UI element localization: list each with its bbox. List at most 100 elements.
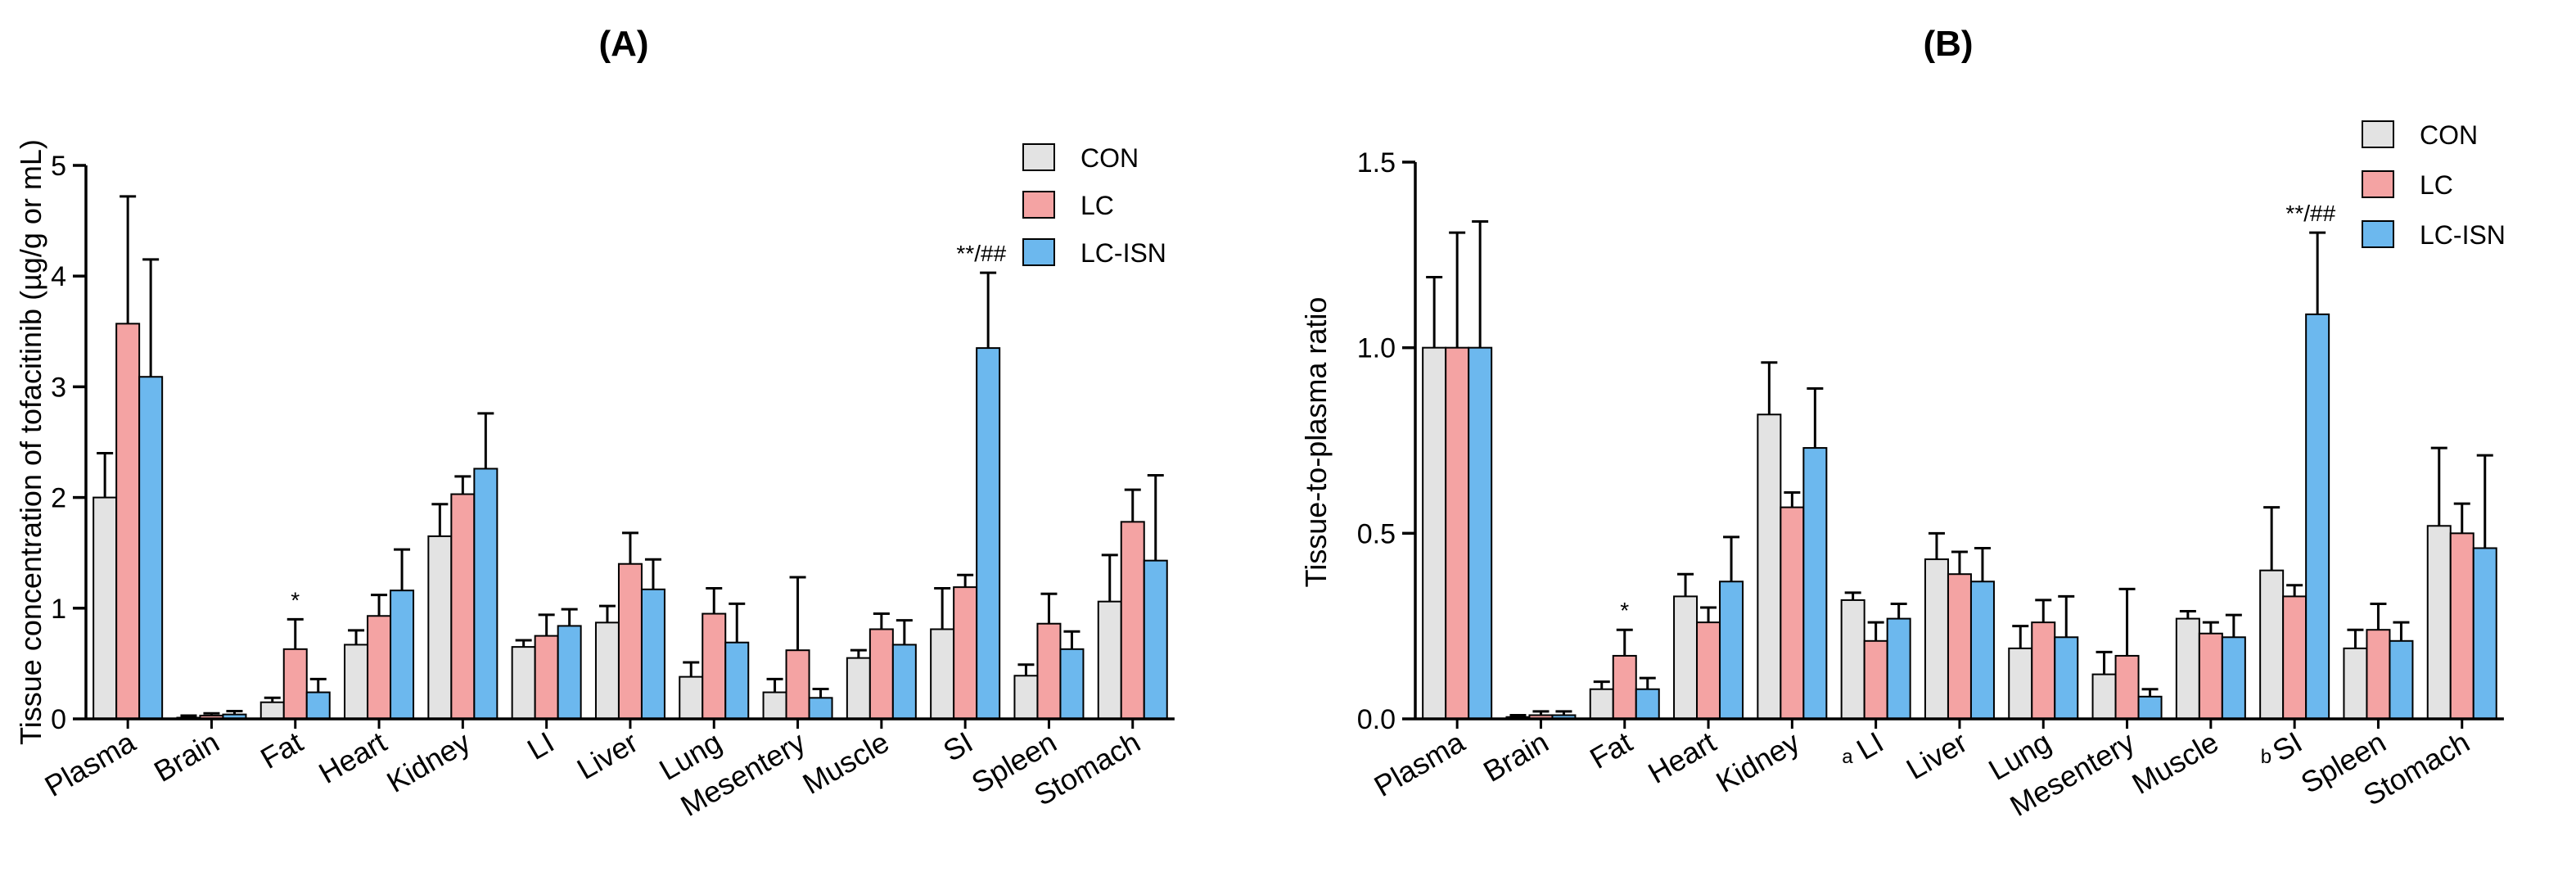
x-category-label: Kidney [381,725,476,799]
x-category-label: Heart [313,725,392,790]
x-category-label: SI [937,725,978,768]
bar [92,496,118,720]
bar [2031,621,2056,721]
y-axis-label: Tissue-to-plasma ratio [1299,297,1333,588]
bar [702,612,727,720]
bar [427,535,453,720]
bar [1757,413,1782,720]
x-category-label: Fat [255,725,309,775]
bar [1468,346,1493,720]
bar [2389,639,2414,720]
legend-label: CON [2420,120,2478,150]
y-tick-label: 0.0 [1357,704,1396,735]
bar [1036,622,1062,721]
legend-label: LC-ISN [2420,220,2506,250]
legend-swatch [1022,238,1055,266]
significance-annotation: * [291,587,300,612]
bar [259,701,285,720]
bar [282,648,308,720]
bar [2008,647,2033,720]
bar [390,590,415,721]
bar [640,588,665,720]
significance-annotation: * [1620,598,1629,623]
bar [1840,599,1865,721]
bar [344,644,369,721]
bar [1886,617,1911,720]
significance-annotation: **/## [2285,201,2335,226]
legend-label: LC [1080,191,1114,220]
legend-swatch [2362,120,2394,148]
bar [1947,573,1972,721]
bar [868,628,894,720]
x-category-label: SI [2267,725,2308,768]
bar [511,646,536,720]
bar [1059,648,1085,720]
bar [1635,688,1660,721]
bar [2114,654,2140,721]
y-tick-label: 5 [51,151,66,182]
bar [1445,346,1470,720]
bar [724,641,750,720]
x-category-label: Liver [571,725,643,786]
bar [1719,581,1744,720]
bar [617,562,643,720]
bar [1143,559,1168,720]
bar [305,691,331,720]
legend-label: LC-ISN [1080,238,1166,268]
bar [953,586,978,720]
bar [367,615,392,720]
category-prefix: a [1842,746,1853,768]
bar [846,657,871,721]
y-tick-label: 1 [51,594,66,625]
legend-label: LC [2420,170,2453,200]
panel-title: (A) [598,24,648,64]
chart-panel-B: (B) Tissue-to-plasma ratio 0.0 0.5 1.0 1.5 Pla… [1299,24,2506,823]
bar [2091,673,2117,720]
bar [808,697,833,721]
bar [1673,595,1699,721]
bar [1013,675,1039,720]
bar [594,621,620,720]
bar [1120,521,1145,720]
bar [1863,639,1888,720]
bar [1924,558,1949,720]
bar [2305,313,2330,720]
bar [115,323,141,720]
y-tick-label: 1.5 [1357,147,1396,178]
bar [1802,447,1828,720]
bar [1780,506,1805,720]
y-tick-label: 4 [51,261,66,292]
x-category-label: LI [521,725,560,766]
bar [976,347,1001,720]
y-tick-label: 0.5 [1357,518,1396,549]
y-axis-label: Tissue concentration of tofacitinib (µg/… [14,139,47,745]
bar [2175,617,2200,720]
bar [1969,581,1995,720]
legend-swatch [1022,143,1055,171]
x-category-label: Plasma [39,725,142,803]
y-tick-label: 3 [51,372,66,403]
x-category-label: Heart [1642,725,1721,790]
x-category-label: Kidney [1711,725,1806,799]
bar [1589,688,1614,721]
significance-annotation: **/## [956,241,1006,266]
bar [891,644,917,721]
category-prefix: b [2261,746,2271,768]
bar [930,628,955,720]
bar [473,468,499,720]
x-category-label: Brain [148,725,224,788]
bar [2137,695,2163,720]
bar [762,691,787,720]
bar [1612,654,1637,721]
bar [450,493,476,720]
x-category-label: Liver [1901,725,1973,786]
x-category-label: Brain [1477,725,1554,788]
bar [2366,629,2391,721]
legend: CON LC LC-ISN [2362,120,2506,250]
bar [2259,569,2285,721]
y-tick-label: 0 [51,704,66,735]
bar [2449,532,2474,720]
panel-title: (B) [1923,24,1973,64]
bar [1422,346,1447,720]
